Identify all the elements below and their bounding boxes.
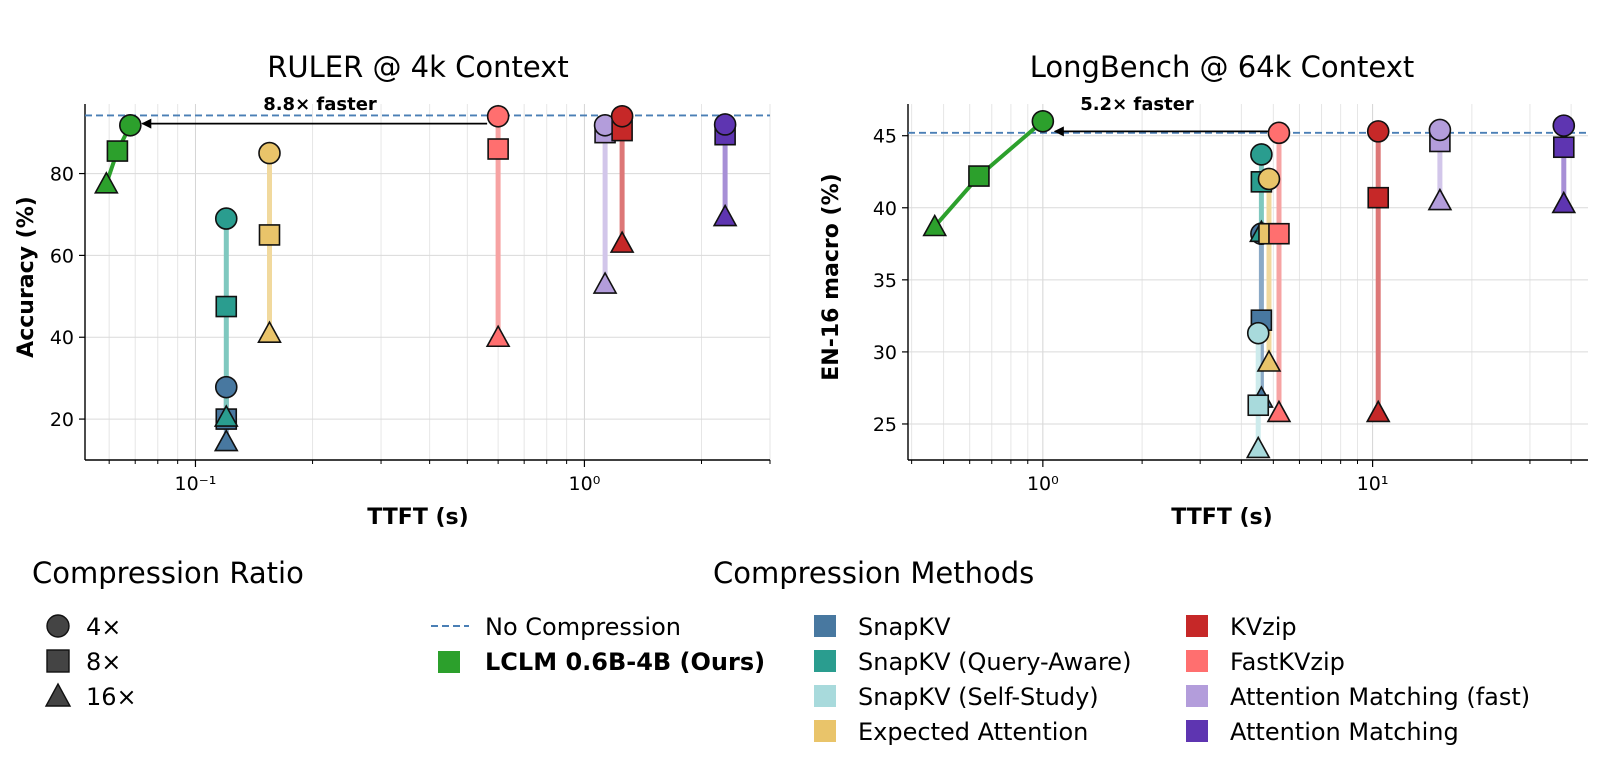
legend-methods: SnapKV SnapKV (Query-Aware) SnapKV (Self-S… <box>814 613 1530 746</box>
panel1-lclm-4x-marker <box>119 113 142 137</box>
panel2-am-16x-marker <box>1551 190 1577 214</box>
legend-expected-swatch <box>814 720 836 742</box>
legend-methods-title: Compression Methods <box>713 556 1034 590</box>
legend-expected-label: Expected Attention <box>858 718 1088 746</box>
panel2-ytick-label: 45 <box>873 126 897 148</box>
legend-baseline-label: No Compression <box>485 613 681 641</box>
panel2-am-8x-marker <box>1552 136 1575 159</box>
legend-ratio-label: 4× <box>86 613 121 641</box>
panel1-am-4x-marker <box>713 113 737 136</box>
panel1-fastkvzip-16x-marker <box>485 324 511 348</box>
legend-ratio-label: 8× <box>86 648 121 676</box>
panel2-xtick-label: 10⁰ <box>1027 473 1059 495</box>
legend-am-swatch <box>1186 720 1208 742</box>
legend-am-label: Attention Matching <box>1230 718 1459 746</box>
panel1-am_fast-16x-marker <box>592 271 618 294</box>
legend-ratio-square-icon <box>46 649 70 673</box>
panel2-ytick-label: 35 <box>873 270 897 292</box>
legend-ratio: 4× 8× 16× <box>44 613 137 711</box>
panel1-expected-4x-marker <box>258 141 281 165</box>
panel2-title: LongBench @ 64k Context <box>1030 50 1415 84</box>
panel1-annotation: 8.8× faster <box>263 94 377 115</box>
panel1-snapkv_qa-8x-marker <box>215 295 238 318</box>
panel1-title: RULER @ 4k Context <box>267 50 569 84</box>
panel2-ylabel: EN-16 macro (%) <box>819 173 844 380</box>
legend-fastkvzip-swatch <box>1186 650 1208 672</box>
panel2-kvzip-8x-marker <box>1367 186 1390 209</box>
legend-snapkv-swatch <box>814 615 836 637</box>
legend-snapkv_qa-swatch <box>814 650 836 672</box>
panel1-ytick-label: 80 <box>50 164 74 186</box>
panel2-annotation: 5.2× faster <box>1080 94 1194 115</box>
panel1-fastkvzip-4x-marker <box>486 104 510 128</box>
panel1-snapkv-16x-marker <box>213 428 239 452</box>
legend-ratio-label: 16× <box>86 683 137 711</box>
panel1-fastkvzip-8x-marker <box>487 138 509 160</box>
legend-snapkv_qa-label: SnapKV (Query-Aware) <box>858 648 1131 676</box>
panel2-expected-16x-marker <box>1256 349 1282 372</box>
panel1-snapkv-4x-marker <box>214 375 238 399</box>
legend-ratio-circle-icon <box>46 614 70 638</box>
panel1-xlabel: TTFT (s) <box>367 505 468 530</box>
panel1-am-16x-marker <box>712 203 738 227</box>
panel2-snapkv_ss-8x-marker <box>1247 394 1270 417</box>
legend-am_fast-label: Attention Matching (fast) <box>1230 683 1530 711</box>
panel2-am-4x-marker <box>1552 114 1576 137</box>
panel1-snapkv_qa-16x-marker <box>213 404 239 427</box>
panel1-plot: 20 40 60 80 10⁻¹ 10⁰ <box>50 104 771 495</box>
legend-kvzip-swatch <box>1186 615 1208 637</box>
legend-ours-label: LCLM 0.6B-4B (Ours) <box>485 648 765 676</box>
panel1-ytick-label: 20 <box>50 409 74 431</box>
panel1-lclm-8x-marker <box>106 140 129 162</box>
legend-ours-swatch <box>438 651 460 673</box>
panel2-fastkvzip-16x-marker <box>1266 399 1292 423</box>
panel1-lclm-16x-marker <box>93 171 119 194</box>
panel2-snapkv_ss-4x-marker <box>1246 321 1270 345</box>
legend-am_fast-swatch <box>1186 685 1208 707</box>
panel2-ytick-label: 40 <box>873 198 897 220</box>
panel2-kvzip-4x-marker <box>1366 120 1390 143</box>
panel1-ylabel: Accuracy (%) <box>14 196 39 358</box>
panel1-ytick-label: 40 <box>50 327 74 349</box>
panel2-snapkv_ss-16x-marker <box>1245 435 1271 459</box>
panel1-expected-16x-marker <box>257 320 282 343</box>
panel2-lclm-8x-marker <box>968 165 990 187</box>
panel1-expected-8x-marker <box>258 224 281 246</box>
panel1-kvzip-4x-marker <box>610 104 634 128</box>
panel1-xtick-label: 10⁻¹ <box>175 473 217 495</box>
panel2-fastkvzip-8x-marker <box>1268 222 1290 245</box>
panel2-lclm-4x-marker <box>1031 109 1055 133</box>
panel2-lclm-16x-marker <box>922 213 948 237</box>
panel1-snapkv_qa-4x-marker <box>214 207 238 230</box>
panel1-ytick-label: 60 <box>50 245 74 267</box>
panel2-xlabel: TTFT (s) <box>1171 505 1272 530</box>
panel1-kvzip-16x-marker <box>609 230 635 253</box>
panel1-xtick-label: 10⁰ <box>569 473 601 495</box>
legend-kvzip-label: KVzip <box>1230 613 1297 641</box>
legend-ratio-triangle-icon <box>44 682 72 707</box>
panel2-am_fast-4x-marker <box>1428 118 1452 142</box>
panel2-kvzip-16x-marker <box>1365 399 1391 423</box>
panel2-ytick-label: 25 <box>873 414 897 436</box>
legend-ratio-title: Compression Ratio <box>32 556 304 590</box>
panel2-ytick-label: 30 <box>873 342 897 364</box>
panel2-snapkv_qa-4x-marker <box>1250 143 1273 166</box>
panel2-fastkvzip-4x-marker <box>1267 121 1291 145</box>
panel2-plot: 25 30 35 40 45 10⁰ 10¹ <box>873 104 1588 495</box>
legend-snapkv_ss-swatch <box>814 685 836 707</box>
legend-snapkv_ss-label: SnapKV (Self-Study) <box>858 683 1099 711</box>
legend-fastkvzip-label: FastKVzip <box>1230 648 1345 676</box>
panel2-am_fast-16x-marker <box>1427 187 1453 211</box>
panel2-expected-4x-marker <box>1257 167 1281 191</box>
legend-snapkv-label: SnapKV <box>858 613 951 641</box>
panel2-xtick-label: 10¹ <box>1357 473 1389 495</box>
